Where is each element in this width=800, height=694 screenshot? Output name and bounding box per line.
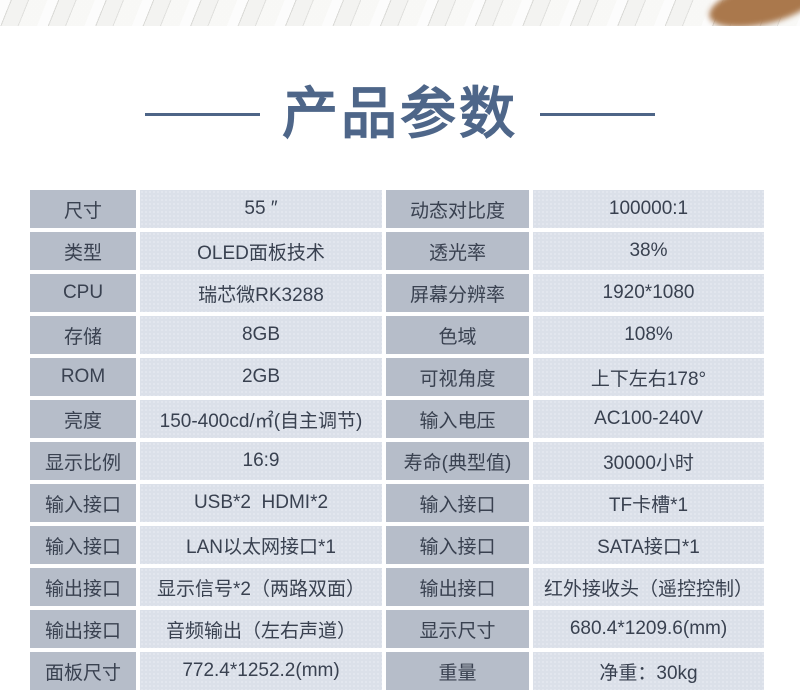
- spec-value: 680.4*1209.6(mm): [533, 610, 764, 648]
- spec-value: TF卡槽*1: [533, 484, 764, 522]
- spec-value: AC100-240V: [533, 400, 764, 438]
- spec-value: OLED面板技术: [140, 232, 382, 270]
- product-spec-table: 尺寸 55 ″ 动态对比度 100000:1 类型 OLED面板技术 透光率 3…: [30, 190, 764, 694]
- spec-label: ROM: [30, 358, 136, 396]
- spec-label: 重量: [386, 652, 529, 690]
- spec-value: 150-400cd/㎡(自主调节): [140, 400, 382, 438]
- spec-label: 存储: [30, 316, 136, 354]
- spec-label: 输出接口: [30, 568, 136, 606]
- spec-value: 30000小时: [533, 442, 764, 480]
- spec-value: 8GB: [140, 316, 382, 354]
- spec-label: 类型: [30, 232, 136, 270]
- table-row: 面板尺寸 772.4*1252.2(mm) 重量 净重：30kg: [30, 652, 764, 690]
- spec-value: 音频输出（左右声道）: [140, 610, 382, 648]
- spec-label: 寿命(典型值): [386, 442, 529, 480]
- table-row: CPU 瑞芯微RK3288 屏幕分辨率 1920*1080: [30, 274, 764, 312]
- table-row: 输出接口 音频输出（左右声道） 显示尺寸 680.4*1209.6(mm): [30, 610, 764, 648]
- spec-label: 色域: [386, 316, 529, 354]
- spec-label: 输入接口: [386, 484, 529, 522]
- table-row: 类型 OLED面板技术 透光率 38%: [30, 232, 764, 270]
- spec-value: 红外接收头（遥控控制）: [533, 568, 764, 606]
- spec-label: 输入接口: [386, 526, 529, 564]
- table-row: 输入接口 LAN以太网接口*1 输入接口 SATA接口*1: [30, 526, 764, 564]
- spec-value: USB*2 HDMI*2: [140, 484, 382, 522]
- spec-value: 瑞芯微RK3288: [140, 274, 382, 312]
- spec-label: 输出接口: [30, 610, 136, 648]
- spec-value: 显示信号*2（两路双面）: [140, 568, 382, 606]
- spec-label: 输入电压: [386, 400, 529, 438]
- table-row: ROM 2GB 可视角度 上下左右178°: [30, 358, 764, 396]
- wood-texture-blob: [704, 0, 800, 26]
- spec-label: 输出接口: [386, 568, 529, 606]
- page-title: 产品参数: [282, 82, 518, 145]
- spec-label: 输入接口: [30, 526, 136, 564]
- spec-label: 动态对比度: [386, 190, 529, 228]
- spec-label: CPU: [30, 274, 136, 312]
- title-right-line: [540, 112, 655, 116]
- spec-label: 显示比例: [30, 442, 136, 480]
- spec-label: 尺寸: [30, 190, 136, 228]
- spec-value: 净重：30kg: [533, 652, 764, 690]
- table-row: 尺寸 55 ″ 动态对比度 100000:1: [30, 190, 764, 228]
- spec-label: 亮度: [30, 400, 136, 438]
- section-title-row: 产品参数: [0, 84, 800, 144]
- spec-label: 面板尺寸: [30, 652, 136, 690]
- spec-value: 16:9: [140, 442, 382, 480]
- spec-label: 屏幕分辨率: [386, 274, 529, 312]
- spec-value: 100000:1: [533, 190, 764, 228]
- spec-label: 显示尺寸: [386, 610, 529, 648]
- spec-value: SATA接口*1: [533, 526, 764, 564]
- spec-label: 可视角度: [386, 358, 529, 396]
- table-row: 亮度 150-400cd/㎡(自主调节) 输入电压 AC100-240V: [30, 400, 764, 438]
- spec-value: 上下左右178°: [533, 358, 764, 396]
- photo-edge-band: [0, 0, 800, 26]
- table-row: 存储 8GB 色域 108%: [30, 316, 764, 354]
- spec-value: 38%: [533, 232, 764, 270]
- spec-value: 55 ″: [140, 190, 382, 228]
- spec-label: 透光率: [386, 232, 529, 270]
- table-row: 显示比例 16:9 寿命(典型值) 30000小时: [30, 442, 764, 480]
- spec-label: 输入接口: [30, 484, 136, 522]
- spec-value: 2GB: [140, 358, 382, 396]
- table-row: 输入接口 USB*2 HDMI*2 输入接口 TF卡槽*1: [30, 484, 764, 522]
- table-row: 输出接口 显示信号*2（两路双面） 输出接口 红外接收头（遥控控制）: [30, 568, 764, 606]
- spec-value: 1920*1080: [533, 274, 764, 312]
- spec-value: 108%: [533, 316, 764, 354]
- spec-value: LAN以太网接口*1: [140, 526, 382, 564]
- title-left-line: [145, 112, 260, 116]
- spec-value: 772.4*1252.2(mm): [140, 652, 382, 690]
